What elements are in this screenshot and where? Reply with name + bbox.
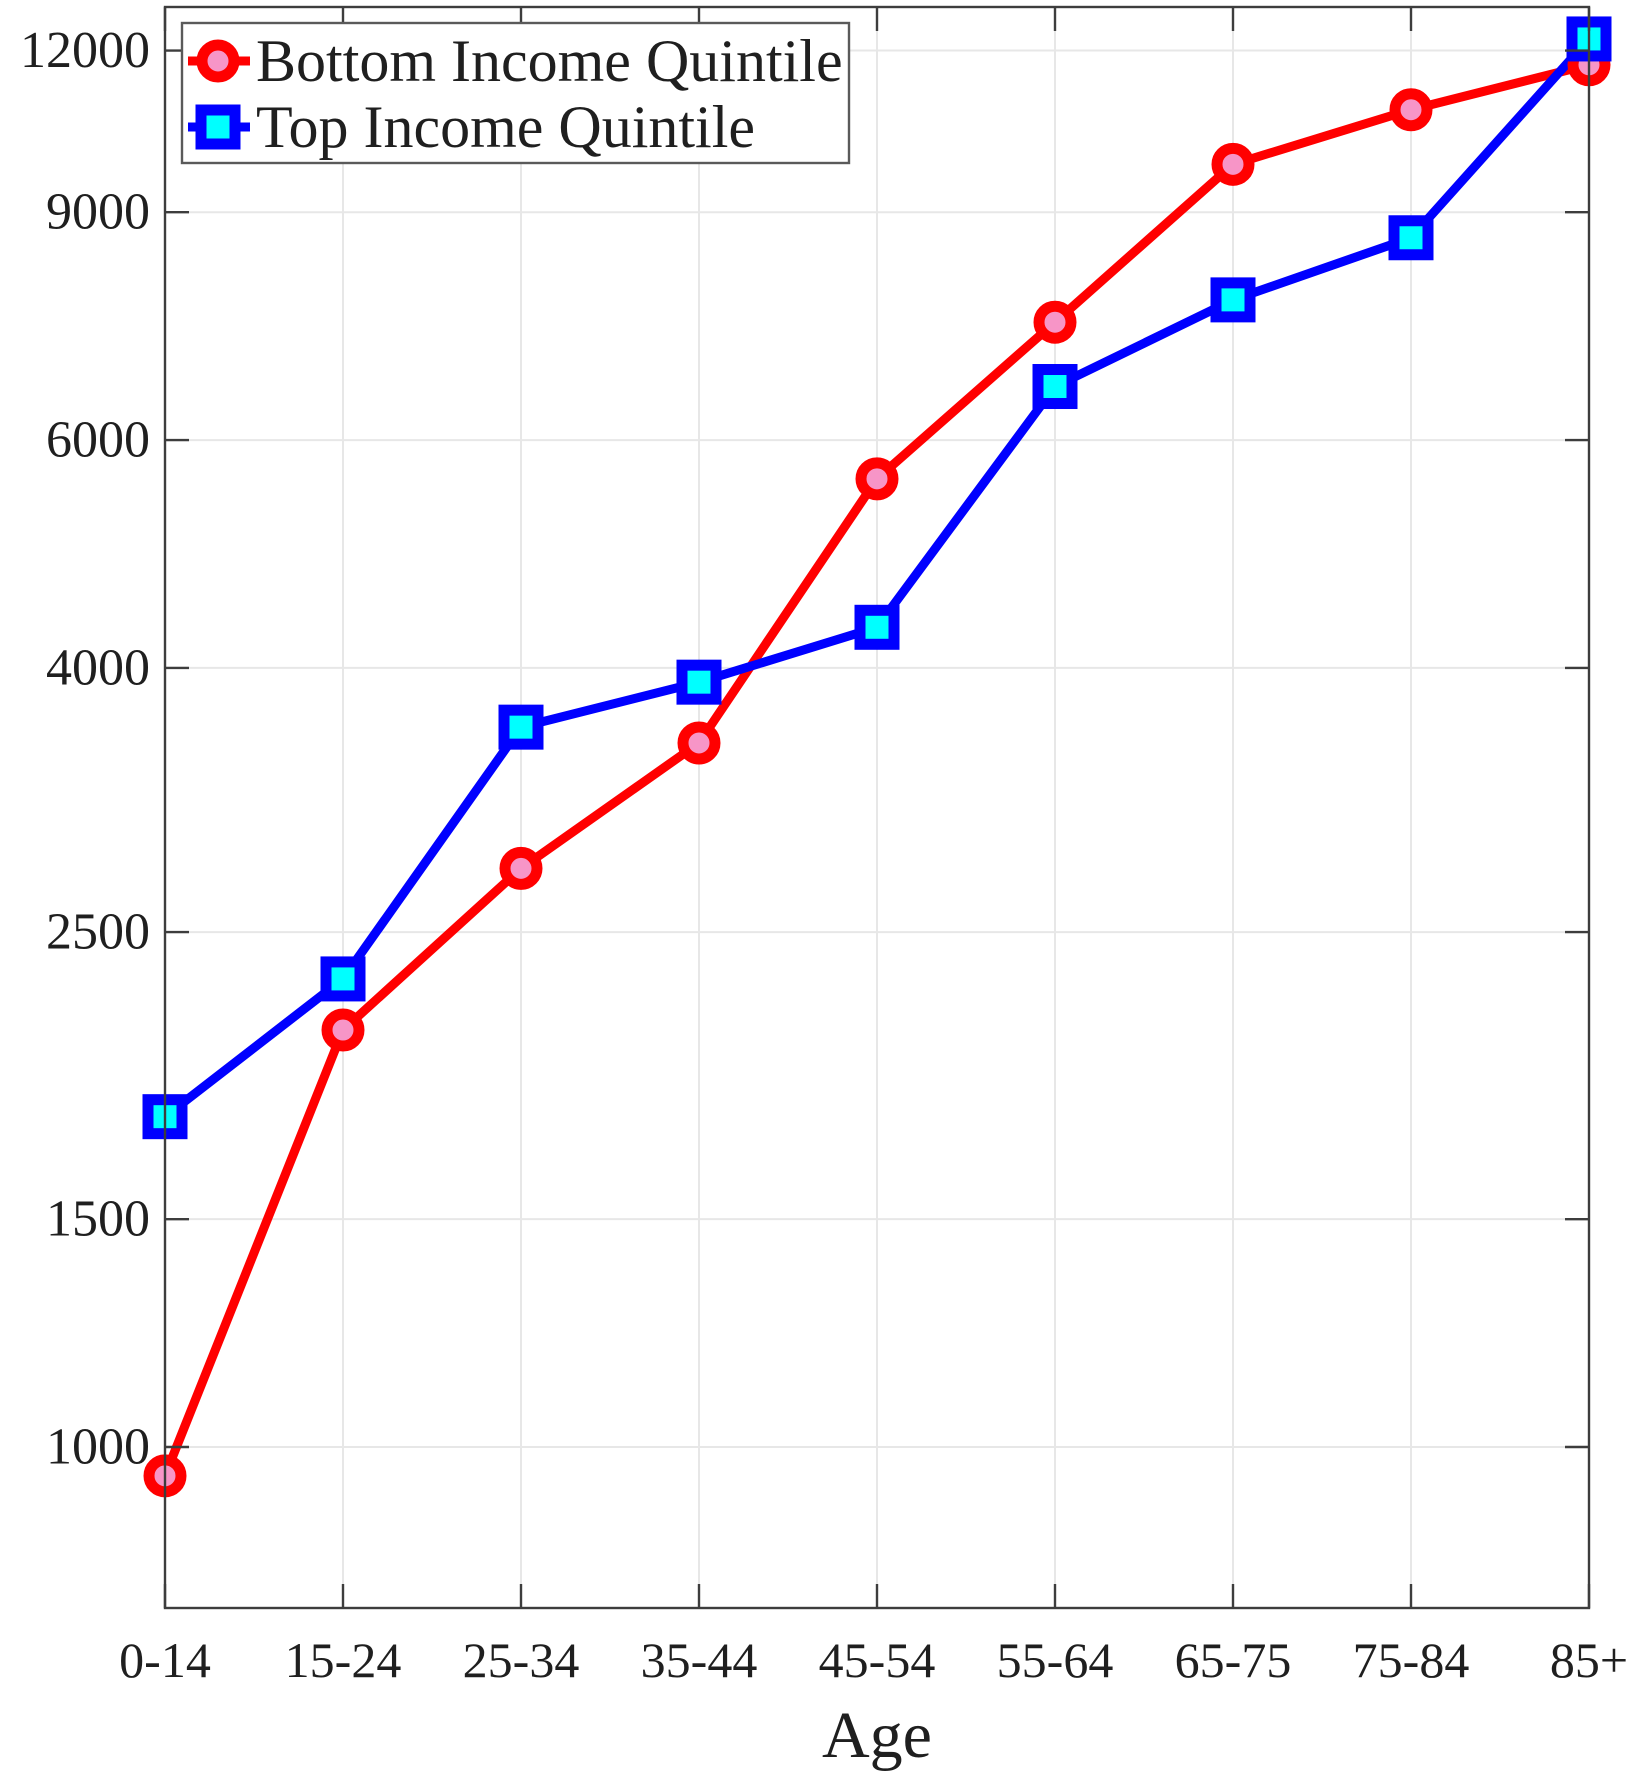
data-point-square xyxy=(1388,215,1434,261)
data-point-circle xyxy=(677,721,721,765)
label-layer: 1000 1500 2500 4000 6000 9000 12000 0-14 15-24 25… xyxy=(20,22,1628,1771)
x-tick-label: 75-84 xyxy=(1353,1632,1470,1688)
x-tick-label: 15-24 xyxy=(285,1632,402,1688)
legend-square-marker xyxy=(195,104,241,150)
data-point-circle xyxy=(321,1008,365,1052)
data-point-circle xyxy=(1033,300,1077,344)
grid-layer xyxy=(165,7,1589,1608)
y-tick-label: 4000 xyxy=(46,639,150,696)
y-tick-label: 2500 xyxy=(46,904,150,961)
data-point-square xyxy=(498,704,544,750)
legend-entry-top-quintile: Top Income Quintile xyxy=(188,94,755,160)
data-point-circle xyxy=(1389,88,1433,132)
data-point-square xyxy=(1210,277,1256,323)
y-tick-label: 1000 xyxy=(46,1419,150,1476)
x-tick-label: 65-75 xyxy=(1175,1632,1292,1688)
data-point-circle xyxy=(499,846,543,890)
data-point-circle xyxy=(855,457,899,501)
legend-circle-marker xyxy=(196,39,240,83)
y-tick-label: 9000 xyxy=(46,184,150,241)
x-axis-title: Age xyxy=(822,1699,932,1771)
x-tick-label: 35-44 xyxy=(641,1632,758,1688)
data-point-square xyxy=(854,604,900,650)
x-tick-label: 55-64 xyxy=(997,1632,1114,1688)
data-point-circle xyxy=(1211,142,1255,186)
data-point-square xyxy=(676,659,722,705)
data-point-square xyxy=(320,956,366,1002)
x-tick-label: 45-54 xyxy=(819,1632,936,1688)
y-tick-label: 12000 xyxy=(20,22,150,79)
y-tick-label: 6000 xyxy=(46,412,150,469)
x-tick-label: 0-14 xyxy=(119,1632,211,1688)
y-tick-label: 1500 xyxy=(46,1191,150,1248)
x-tick-label: 25-34 xyxy=(463,1632,580,1688)
data-point-square xyxy=(1032,364,1078,410)
legend-entry-bottom-quintile: Bottom Income Quintile xyxy=(188,28,843,94)
x-tick-label: 85+ xyxy=(1550,1632,1628,1688)
legend-box xyxy=(180,21,851,165)
legend-label: Bottom Income Quintile xyxy=(256,28,843,94)
legend-label: Top Income Quintile xyxy=(256,94,755,160)
